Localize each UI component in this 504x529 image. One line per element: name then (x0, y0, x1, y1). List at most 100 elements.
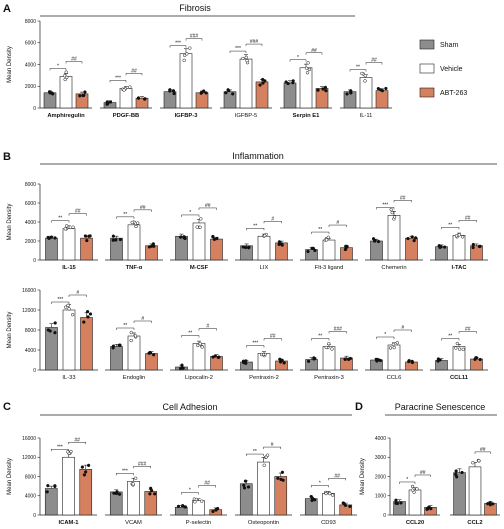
point-i-tac-abt263 (478, 244, 482, 248)
sig-label-sham-vehicle-lipocalin-2: ** (188, 331, 192, 337)
chart-a-y-tick-label: 0 (33, 106, 36, 112)
point-ccl2-abt263 (488, 501, 492, 505)
point-chemerin-abt263 (414, 236, 418, 240)
category-label-chemerin: Chemerin (381, 265, 406, 271)
point-icam-1-sham (46, 484, 50, 488)
sig-bracket-vehicle-abt263-ccl20 (414, 474, 431, 477)
sig-bracket-vehicle-abt263-amphiregulin (65, 61, 83, 64)
point-il-11-abt263 (376, 86, 381, 91)
point-osteopontin-vehicle (262, 463, 266, 467)
sig-bracket-vehicle-abt263-ccl11 (458, 331, 477, 334)
point-chemerin-vehicle (392, 215, 397, 219)
point-amphiregulin-vehicle (63, 77, 67, 82)
sig-label-vehicle-abt263-i-tac: ## (465, 215, 471, 221)
legend-swatch-vehicle (419, 63, 435, 74)
sig-label-vehicle-abt263-ccl20: ## (420, 470, 426, 476)
bar-osteopontin-sham (239, 483, 253, 516)
sig-bracket-sham-vehicle-igfbp-3 (169, 45, 187, 48)
point-il-33-abt263 (82, 320, 86, 324)
chart-d-y-tick-label: 2000 (375, 474, 386, 480)
point-ccl2-sham (454, 469, 458, 473)
point-osteopontin-sham (246, 485, 251, 489)
bar-il-33-vehicle (62, 309, 76, 371)
category-label-flt-3-ligand: Flt-3 ligand (315, 265, 344, 271)
point-icam-1-abt263 (86, 463, 91, 468)
point-icam-1-abt263 (84, 470, 88, 474)
point-amphiregulin-sham (51, 92, 55, 96)
sig-bracket-sham-vehicle-osteopontin (246, 453, 264, 457)
legend-label-abt263: ABT-263 (440, 90, 467, 97)
sig-label-sham-vehicle-cd93: * (319, 480, 321, 486)
point-pentraxin-2-sham (242, 361, 246, 365)
bar-igfbp-5-vehicle (239, 58, 253, 109)
point-vcam-sham (114, 491, 119, 496)
sig-label-vehicle-abt263-amphiregulin: ## (71, 56, 77, 62)
sig-bracket-sham-vehicle-tnf (116, 216, 135, 219)
point-icam-1-abt263 (82, 473, 87, 477)
category-label-serpin-e1: Serpin E1 (293, 113, 321, 119)
panel-title-inflammation: Inflammation (232, 151, 284, 161)
point-cd93-sham (313, 498, 317, 502)
category-label-lipocalin-2: Lipocalin-2 (185, 375, 213, 381)
sig-label-sham-vehicle-serpin-e1: * (297, 55, 299, 61)
bar-pdgf-bb-vehicle (119, 88, 133, 109)
point-ccl20-vehicle (410, 484, 415, 489)
point-lipocalin-2-vehicle (200, 345, 204, 349)
point-lix-sham (247, 245, 251, 249)
sig-label-vehicle-abt263-lipocalin-2: # (206, 324, 209, 330)
category-label-il-15: IL-15 (62, 265, 76, 271)
point-i-tac-vehicle (460, 235, 465, 239)
point-osteopontin-sham (243, 479, 248, 483)
point-igfbp-3-vehicle (188, 46, 192, 50)
point-ccl2-sham (455, 475, 459, 479)
point-il-11-vehicle (363, 79, 367, 83)
sig-label-vehicle-abt263-chemerin: ## (400, 195, 406, 201)
sig-label-vehicle-abt263-ccl6: # (401, 325, 404, 331)
point-endoglin-vehicle (133, 334, 138, 338)
point-pdgf-bb-sham (108, 100, 113, 104)
sig-bracket-sham-vehicle-lipocalin-2 (181, 335, 200, 338)
point-il-33-abt263 (86, 315, 90, 319)
point-tnf-sham (111, 234, 116, 238)
chart-b2-y-axis-label: Mean Density (7, 312, 13, 349)
sig-bracket-vehicle-abt263-endoglin (133, 320, 152, 323)
chart-c-y-axis-label: Mean Density (7, 458, 13, 495)
point-amphiregulin-vehicle (63, 74, 67, 78)
point-igfbp-5-vehicle (245, 58, 249, 63)
point-pdgf-bb-vehicle (128, 85, 132, 89)
sig-label-vehicle-abt263-ccl2: ## (480, 447, 486, 453)
sig-label-sham-vehicle-pentraxin-2: *** (252, 341, 258, 347)
point-m-csf-sham (182, 235, 186, 239)
point-tnf-abt263 (152, 244, 156, 248)
point-ccl11-abt263 (478, 357, 482, 362)
point-cd93-vehicle (324, 491, 328, 496)
point-p-selectin-abt263 (215, 506, 220, 511)
point-endoglin-sham (111, 346, 115, 350)
chart-c-y-tick-label: 12000 (22, 455, 36, 461)
sig-label-sham-vehicle-il-15: ** (58, 216, 62, 222)
panel-letter-a: A (3, 3, 11, 15)
category-label-ccl6: CCL6 (387, 375, 402, 381)
sig-label-sham-vehicle-tnf: ** (123, 212, 127, 218)
point-igfbp-5-vehicle (244, 55, 248, 60)
point-osteopontin-sham (242, 486, 247, 490)
point-chemerin-abt263 (406, 236, 410, 241)
point-ccl6-vehicle (395, 341, 400, 345)
point-igfbp-3-abt263 (204, 91, 208, 95)
point-chemerin-sham (376, 239, 381, 244)
sig-bracket-vehicle-abt263-ccl2 (474, 451, 491, 454)
point-ccl11-vehicle (457, 347, 462, 351)
point-il-15-abt263 (88, 234, 92, 238)
bar-icam-1-vehicle (62, 456, 75, 516)
point-ccl20-vehicle (411, 488, 415, 492)
point-igfbp-5-abt263 (261, 81, 265, 85)
point-i-tac-vehicle (454, 234, 459, 238)
legend-swatch-sham (419, 39, 435, 50)
chart-d-y-tick-label: 3000 (375, 455, 386, 461)
point-endoglin-vehicle (129, 338, 133, 343)
point-igfbp-3-abt263 (202, 89, 206, 93)
point-pentraxin-3-sham (306, 359, 311, 363)
point-serpin-e1-sham (284, 80, 288, 84)
point-amphiregulin-abt263 (83, 90, 87, 94)
bar-flt-3-ligand-vehicle (322, 239, 336, 261)
